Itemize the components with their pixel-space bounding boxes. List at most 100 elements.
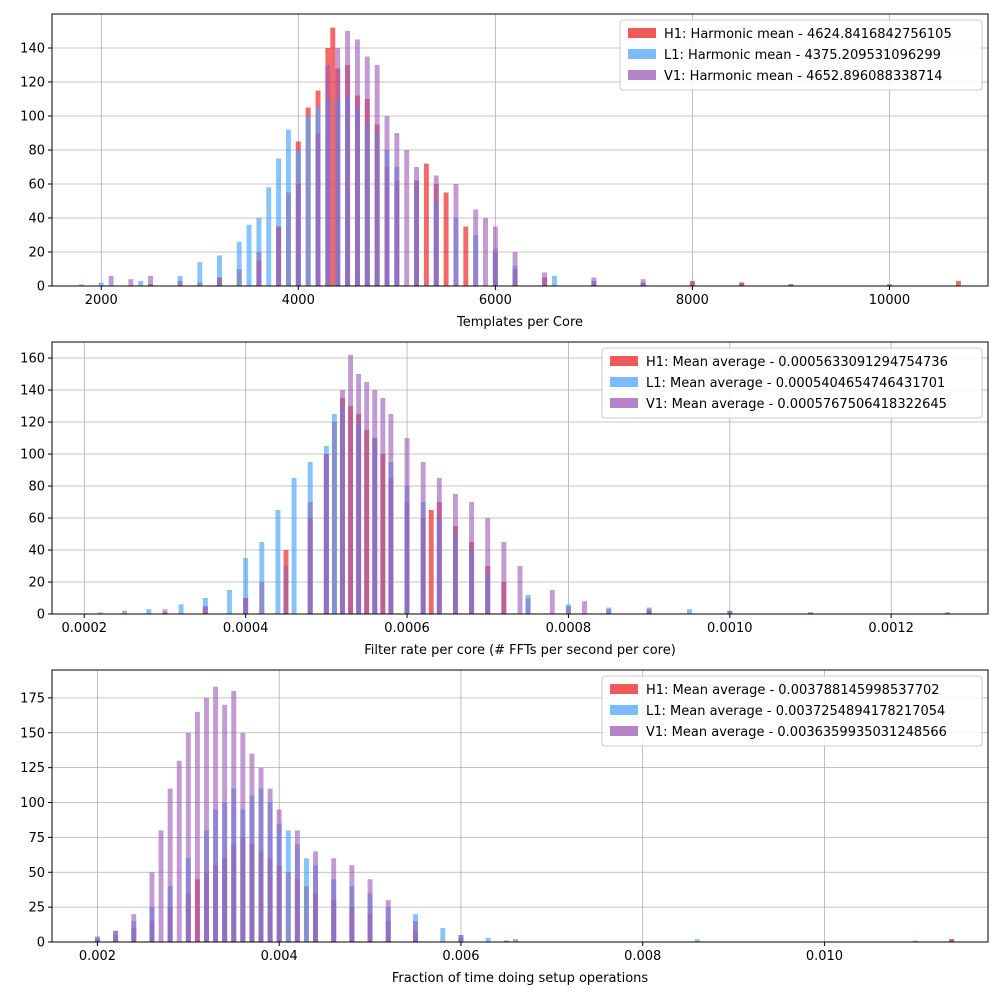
x-tick-label: 0.0002 [62, 621, 108, 636]
histogram-bar [374, 65, 380, 286]
y-tick-label: 140 [20, 42, 45, 57]
histogram-bar [305, 116, 311, 286]
legend-swatch [610, 726, 638, 736]
x-tick-label: 0.0006 [384, 621, 430, 636]
histogram-bar [413, 921, 418, 942]
x-tick-label: 0.004 [261, 949, 298, 964]
y-tick-label: 60 [28, 512, 45, 527]
histogram-bar [349, 865, 355, 942]
histogram-bar [788, 284, 794, 286]
x-tick-label: 0.0012 [868, 621, 914, 636]
histogram-bar [356, 374, 362, 614]
y-tick-label: 120 [20, 76, 45, 91]
y-tick-label: 150 [20, 726, 45, 741]
histogram-bar [276, 158, 282, 286]
histogram-bar [492, 226, 498, 286]
legend-entry: L1: Mean average - 0.0005404654746431701 [646, 376, 945, 391]
histogram-bar [404, 150, 410, 286]
histogram-bar [246, 224, 252, 286]
histogram-bar [330, 27, 336, 286]
histogram-bar [128, 279, 134, 286]
legend-entry: H1: Mean average - 0.003788145998537702 [646, 683, 940, 698]
histogram-bar [453, 184, 459, 286]
histogram-bar [162, 609, 168, 614]
histogram-bar [303, 858, 309, 942]
y-tick-label: 0 [37, 936, 45, 951]
histogram-bar [503, 940, 509, 942]
histogram-bar [348, 354, 354, 614]
histogram-bar [331, 414, 337, 614]
histogram-bar [275, 510, 281, 614]
histogram-bar [148, 275, 153, 286]
legend-entry: L1: Harmonic mean - 4375.209531096299 [664, 48, 941, 63]
histogram-bar [423, 163, 429, 286]
histogram-bar [285, 830, 291, 942]
histogram-bar [217, 277, 222, 286]
histogram-bar [176, 760, 182, 942]
histogram-bar [276, 809, 282, 942]
histogram-bar [394, 133, 400, 286]
histogram-bar [452, 494, 458, 614]
histogram-bar [331, 858, 337, 942]
histogram-bar [367, 879, 373, 942]
x-tick-label: 0.002 [79, 949, 116, 964]
y-tick-label: 80 [28, 144, 45, 159]
histogram-bar [501, 542, 507, 614]
legend-swatch [610, 377, 638, 387]
histogram-bar [307, 518, 313, 614]
histogram-bar [222, 704, 228, 942]
histogram-bar [949, 939, 955, 942]
histogram-bar [433, 175, 439, 286]
histogram-bar [340, 390, 345, 614]
series-v1 [94, 686, 955, 942]
histogram-bar [97, 612, 103, 614]
histogram-bar [565, 604, 571, 614]
histogram-bar [158, 830, 164, 942]
histogram-bar [167, 788, 173, 942]
legend-swatch [610, 398, 638, 408]
legend-entry: H1: Mean average - 0.0005633091294754736 [646, 355, 948, 370]
histogram-bar [267, 788, 273, 942]
histogram-bar [739, 282, 745, 286]
histogram-bar [727, 610, 733, 614]
histogram-bar [552, 275, 557, 286]
histogram-bar [276, 226, 282, 286]
histogram-bar [686, 609, 692, 614]
histogram-bar [259, 542, 265, 614]
histogram-bar [294, 830, 300, 942]
histogram-bar [808, 612, 813, 614]
y-tick-label: 125 [20, 761, 45, 776]
histogram-bar [202, 598, 208, 614]
legend-entry: L1: Mean average - 0.0037254894178217054 [646, 704, 945, 719]
series-v1 [122, 354, 813, 614]
y-tick-label: 40 [28, 544, 45, 559]
x-tick-label: 0.008 [624, 949, 661, 964]
legend-swatch [628, 28, 656, 38]
histogram-bar [525, 594, 531, 614]
histogram-bar [204, 697, 209, 942]
x-tick-label: 0.010 [806, 949, 843, 964]
histogram-bar [912, 940, 918, 942]
x-tick-label: 0.0004 [223, 621, 269, 636]
histogram-bar [131, 914, 137, 942]
histogram-bar [243, 598, 249, 614]
histogram-bar [178, 604, 184, 614]
x-axis-label: Filter rate per core (# FFTs per second … [364, 643, 676, 658]
histogram-bar [512, 252, 518, 286]
histogram-bar [440, 928, 446, 942]
histogram-bar [94, 936, 100, 942]
y-tick-label: 25 [28, 901, 45, 916]
legend-entry: V1: Harmonic mean - 4652.896088338714 [664, 69, 943, 84]
x-tick-label: 10000 [869, 293, 910, 308]
histogram-bar [364, 382, 370, 614]
histogram-bar [473, 209, 479, 286]
histogram-bar [213, 686, 219, 942]
legend-entry: V1: Mean average - 0.0036359935031248566 [646, 725, 947, 740]
histogram-bar [591, 277, 597, 286]
y-tick-label: 140 [20, 384, 45, 399]
y-tick-label: 100 [20, 448, 45, 463]
histogram-bar [458, 935, 464, 942]
y-tick-label: 20 [28, 246, 45, 261]
histogram-bar [197, 262, 203, 286]
y-tick-label: 0 [37, 280, 45, 295]
